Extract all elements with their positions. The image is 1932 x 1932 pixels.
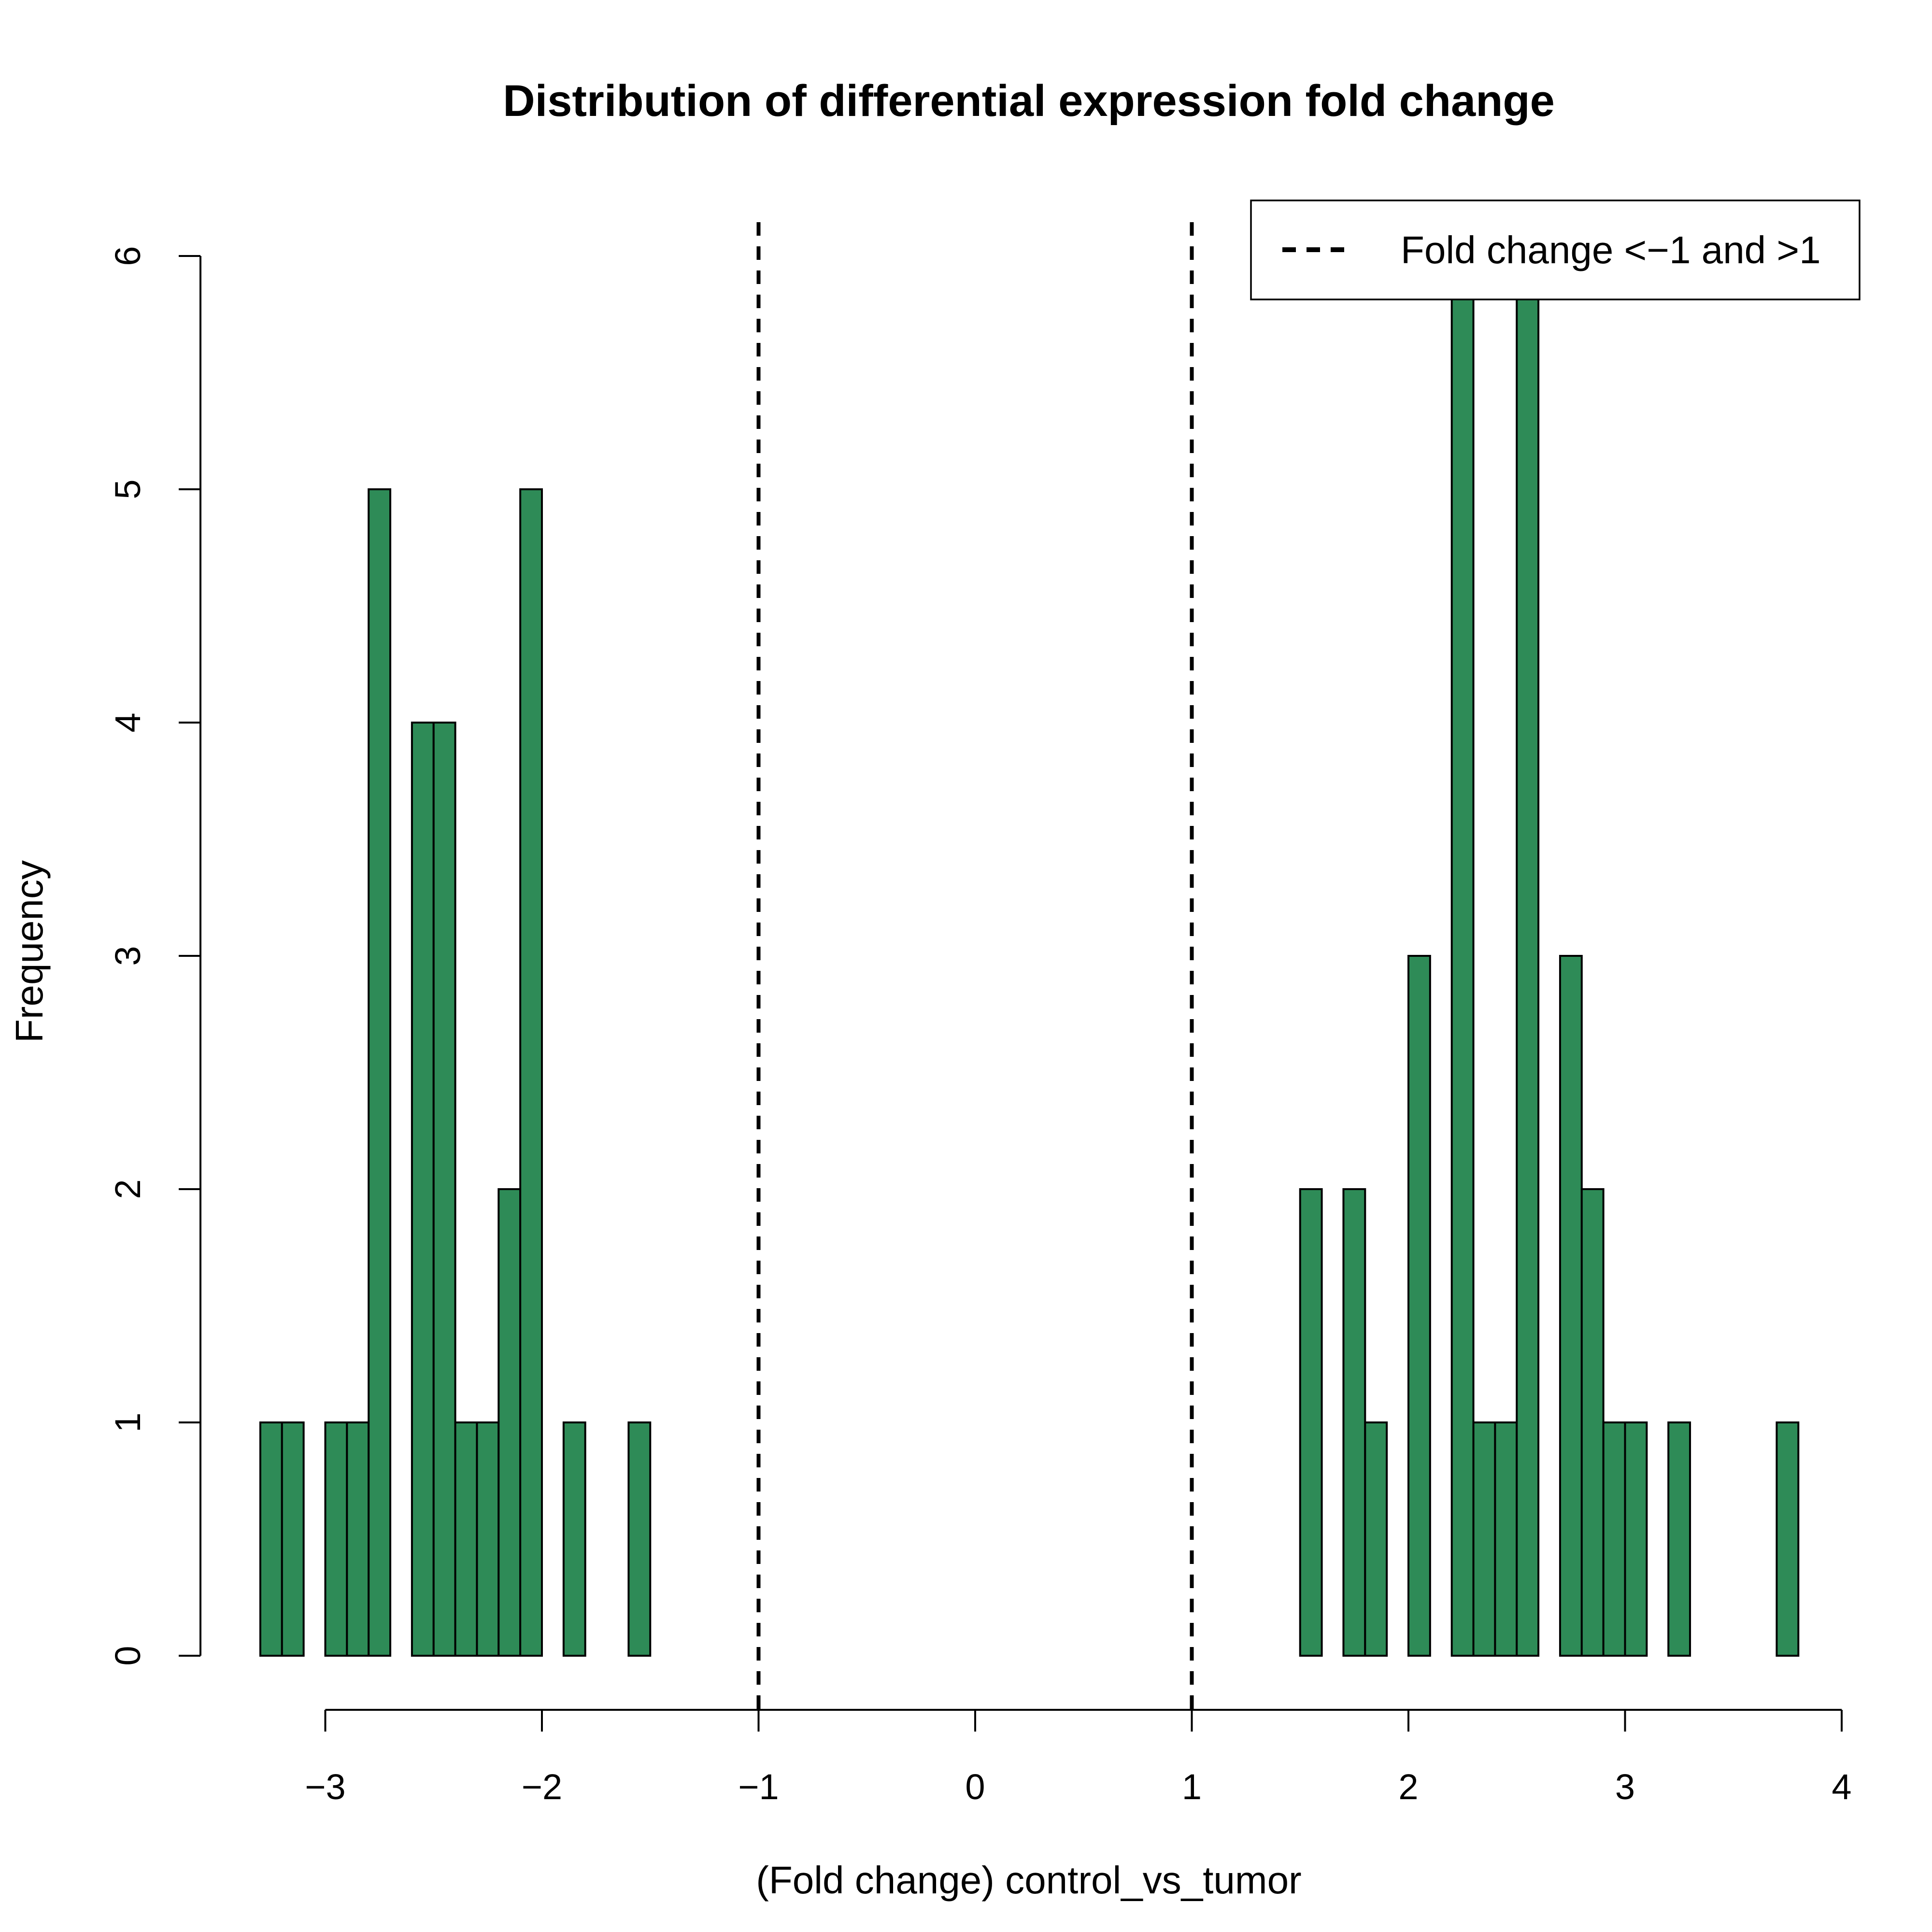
histogram-bar: [1450, 255, 1475, 1657]
histogram-bar: [432, 722, 456, 1657]
histogram-bar: [1667, 1421, 1691, 1657]
y-tick-label: 6: [108, 246, 148, 266]
x-tick-label: 2: [1398, 1767, 1418, 1807]
x-tick-label: 0: [965, 1767, 985, 1807]
y-tick-label: 1: [108, 1412, 148, 1432]
x-tick-label: 3: [1615, 1767, 1635, 1807]
histogram-bar: [1602, 1421, 1626, 1657]
x-axis: −3 −2 −1 0 1 2 3 4: [305, 1709, 1852, 1807]
y-tick-label: 5: [108, 479, 148, 499]
x-axis-title: (Fold change) control_vs_tumor: [756, 1859, 1301, 1902]
y-axis: 0 1 2 3 4 5 6: [108, 246, 201, 1666]
legend-entry-label: Fold change <−1 and >1: [1401, 228, 1821, 271]
histogram-bar: [1776, 1421, 1800, 1657]
x-tick-label: −1: [738, 1767, 779, 1807]
histogram-bar: [1472, 1421, 1496, 1657]
histogram-bar: [1559, 955, 1583, 1657]
legend: Fold change <−1 and >1: [1250, 199, 1861, 300]
histogram-bar: [281, 1421, 305, 1657]
histogram-bar: [1494, 1421, 1518, 1657]
histogram-bar: [1407, 955, 1431, 1657]
y-tick-label: 2: [108, 1179, 148, 1199]
histogram-bar: [627, 1421, 652, 1657]
reference-lines-group: [756, 222, 1194, 1717]
histogram-bar: [411, 722, 435, 1657]
histogram-bar: [1580, 1188, 1605, 1657]
histogram-bar: [519, 488, 543, 1657]
histogram-bar: [368, 488, 392, 1657]
histogram-bar: [1342, 1188, 1366, 1657]
histogram-bar: [1364, 1421, 1388, 1657]
histogram-bar: [497, 1188, 522, 1657]
y-tick-label: 4: [108, 712, 148, 732]
x-tick-label: 4: [1832, 1767, 1851, 1807]
histogram-bar: [454, 1421, 478, 1657]
histogram-bar: [476, 1421, 500, 1657]
bars-group: [259, 255, 1800, 1657]
x-tick-label: −2: [522, 1767, 562, 1807]
x-tick-label: −3: [305, 1767, 345, 1807]
x-tick-label: 1: [1182, 1767, 1202, 1807]
histogram-bar: [1516, 255, 1540, 1657]
legend-box: [1250, 199, 1861, 300]
y-tick-label: 0: [108, 1646, 148, 1665]
histogram-bar: [562, 1421, 586, 1657]
y-tick-label: 3: [108, 946, 148, 966]
histogram-bar: [1624, 1421, 1648, 1657]
histogram-bar: [324, 1421, 348, 1657]
chart-title: Distribution of differential expression …: [503, 76, 1555, 126]
histogram-bar: [1299, 1188, 1323, 1657]
histogram-bar: [346, 1421, 370, 1657]
y-axis-title: Frequency: [8, 860, 51, 1043]
histogram-bar: [259, 1421, 283, 1657]
